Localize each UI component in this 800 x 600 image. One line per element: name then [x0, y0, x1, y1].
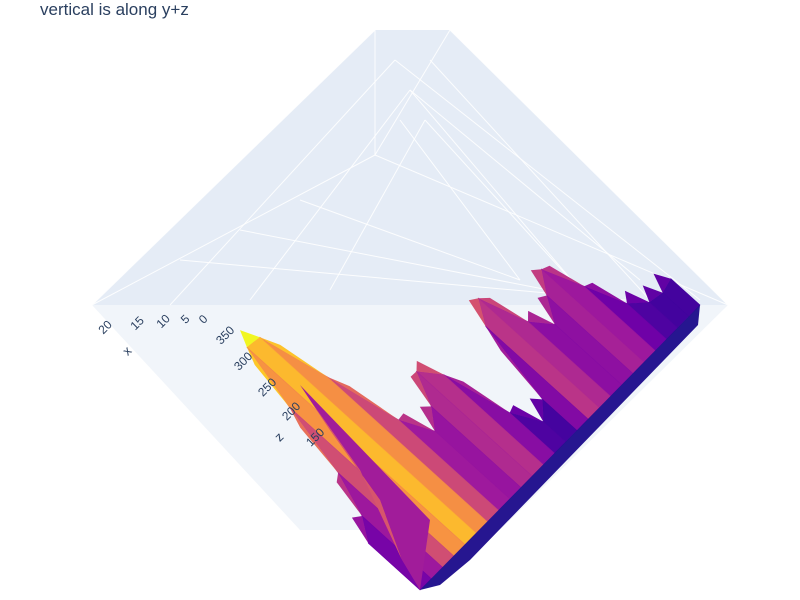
- surface-facet: [416, 360, 444, 375]
- surface-facet: [289, 407, 339, 473]
- gridline: [169, 59, 396, 306]
- gridline: [239, 229, 601, 301]
- gridline: [399, 119, 521, 281]
- surface-facet: [530, 269, 547, 296]
- surface-facet: [351, 516, 369, 544]
- gridline: [449, 29, 729, 306]
- surface-facet: [537, 295, 555, 325]
- surface-facet: [485, 326, 543, 400]
- surface-facet: [529, 398, 544, 422]
- surface-facet: [468, 298, 486, 327]
- back-plane: [92, 30, 728, 305]
- surface-facet: [509, 405, 544, 422]
- gridline: [429, 59, 651, 301]
- surface-facet: [327, 376, 399, 420]
- surface-facet: [419, 406, 435, 432]
- surface-base: [420, 305, 700, 590]
- surface-facet: [624, 290, 650, 304]
- surface-facet: [240, 330, 260, 348]
- surface: [240, 265, 701, 591]
- gridline: [424, 119, 581, 291]
- gridline: [409, 89, 641, 281]
- gridline: [299, 199, 521, 281]
- gridline: [409, 89, 581, 291]
- surface-facet: [528, 310, 555, 325]
- surface-facet: [653, 273, 671, 293]
- surface-facet: [336, 472, 363, 516]
- surface-facet: [584, 282, 627, 304]
- surface-facet: [443, 374, 510, 413]
- gridline: [91, 154, 376, 306]
- surface-flank: [300, 385, 430, 590]
- gridline: [249, 89, 411, 301]
- surface-facet: [541, 265, 585, 287]
- gridline: [394, 59, 701, 301]
- gridline: [91, 29, 376, 306]
- surface-facet: [478, 297, 528, 322]
- surface-facet: [642, 285, 663, 303]
- surface-facet: [259, 337, 328, 377]
- surface-facet: [410, 371, 432, 407]
- surface-facet: [398, 413, 435, 432]
- gridline: [329, 119, 426, 291]
- surface-facet: [246, 347, 290, 407]
- chart-title: vertical is along y+z: [40, 0, 189, 19]
